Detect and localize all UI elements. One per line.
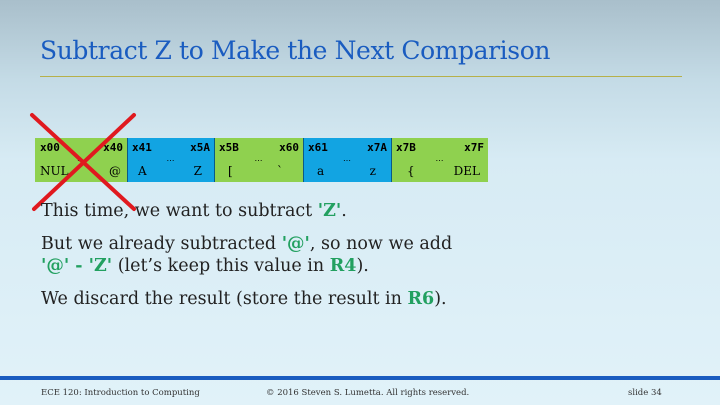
range-start-char: NUL [40, 164, 69, 178]
range-start-char: a [317, 164, 325, 178]
highlight-char-z: 'Z' [317, 201, 342, 221]
footer-copyright: © 2016 Steven S. Lumetta. All rights res… [266, 388, 470, 398]
range-start-char: { [407, 164, 415, 178]
ascii-range-table: x00 x40 … NUL @ x41 x5A … A Z x5B x60 … … [35, 138, 488, 182]
range-start-code: x7B [396, 141, 416, 154]
range-start-code: x00 [40, 141, 60, 154]
segment-separator [214, 138, 215, 182]
body-text: But we already subtracted [41, 234, 282, 254]
highlight-register-r6: R6 [407, 289, 435, 309]
body-line-3: '@' - 'Z' (let’s keep this value in R4). [41, 255, 369, 277]
ellipsis: … [166, 154, 175, 163]
highlight-expression: '@' - 'Z' [41, 256, 113, 276]
ascii-segment-lowercase: x61 x7A … a z [303, 138, 391, 182]
segment-separator [127, 138, 128, 182]
ellipsis: … [254, 154, 263, 163]
body-text: (let’s keep this value in [112, 256, 330, 276]
range-start-code: x41 [132, 141, 152, 154]
body-text: . [341, 201, 347, 221]
ascii-segment-uppercase: x41 x5A … A Z [127, 138, 214, 182]
range-end-char: @ [109, 164, 121, 178]
segment-separator [391, 138, 392, 182]
body-text: ). [356, 256, 369, 276]
slide-title: Subtract Z to Make the Next Comparison [40, 36, 551, 65]
segment-separator [303, 138, 304, 182]
range-end-code: x60 [279, 141, 299, 154]
range-end-code: x5A [190, 141, 210, 154]
range-end-char: ` [277, 164, 283, 178]
body-line-2: But we already subtracted '@', so now we… [41, 233, 452, 255]
body-text: We discard the result (store the result … [41, 289, 408, 309]
body-line-4: We discard the result (store the result … [41, 288, 447, 310]
body-text: ). [434, 289, 447, 309]
range-end-code: x7A [367, 141, 387, 154]
ascii-segment-control: x00 x40 … NUL @ [35, 138, 127, 182]
ellipsis: … [435, 154, 444, 163]
ascii-segment-symbols-1: x5B x60 … [ ` [214, 138, 303, 182]
highlight-register-r4: R4 [329, 256, 357, 276]
range-end-code: x7F [464, 141, 484, 154]
range-end-char: DEL [453, 164, 480, 178]
range-end-char: Z [193, 164, 202, 178]
body-line-1: This time, we want to subtract 'Z'. [41, 200, 347, 222]
range-start-char: [ [228, 164, 233, 178]
range-start-code: x61 [308, 141, 328, 154]
footer-course: ECE 120: Introduction to Computing [41, 388, 200, 398]
title-divider [40, 76, 682, 77]
cross-out-mark [30, 113, 136, 211]
ascii-segment-symbols-2: x7B x7F … { DEL [391, 138, 488, 182]
range-end-code: x40 [103, 141, 123, 154]
ellipsis: … [343, 154, 351, 163]
highlight-char-at: '@' [281, 234, 310, 254]
range-end-char: z [369, 164, 376, 178]
body-text: , so now we add [309, 234, 453, 254]
body-text: This time, we want to subtract [41, 201, 318, 221]
footer-bar [0, 376, 720, 380]
footer-slide-number: slide 34 [628, 388, 662, 398]
range-start-char: A [138, 164, 147, 178]
range-start-code: x5B [219, 141, 239, 154]
